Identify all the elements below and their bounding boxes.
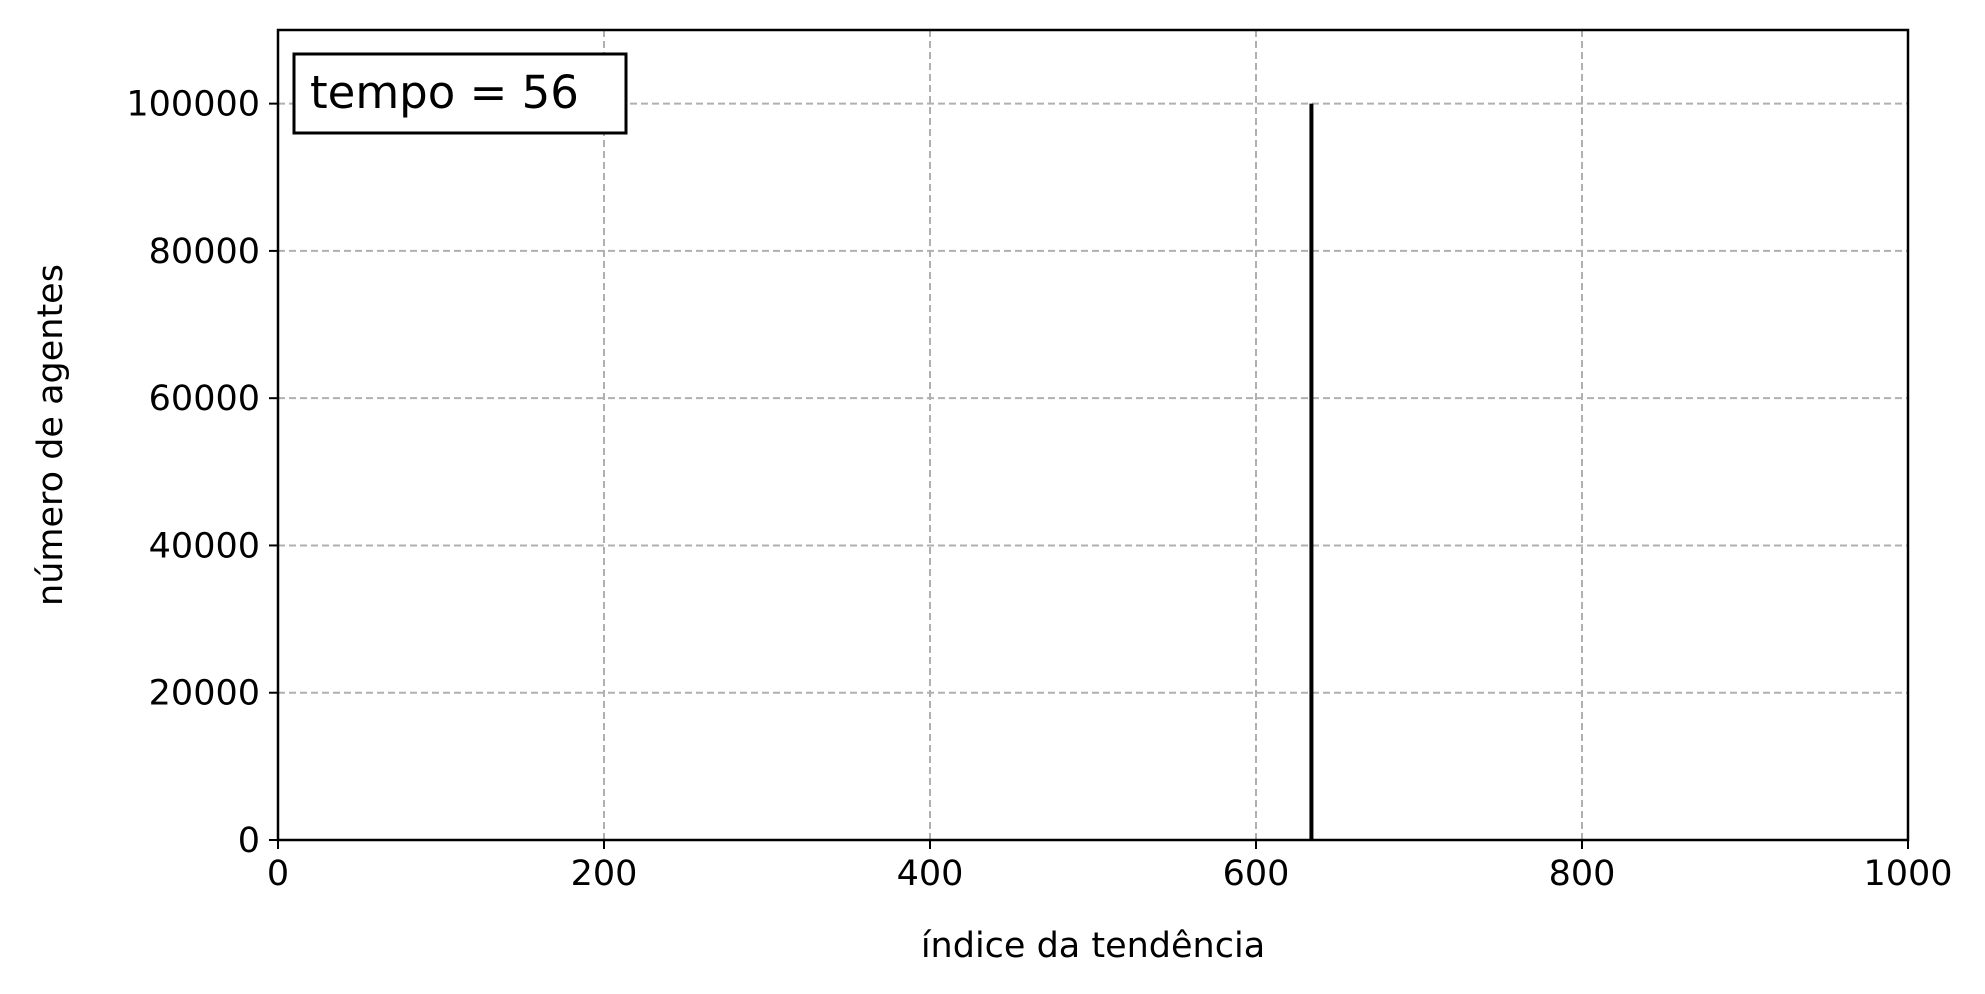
y-tick-label: 0 [238,821,260,861]
x-axis-ticks: 0 200 400 600 800 1000 [267,840,1953,894]
x-tick-label: 800 [1549,854,1616,894]
y-tick-label: 80000 [149,232,260,272]
plot-area-frame [276,28,1910,842]
y-tick-label: 20000 [149,674,260,714]
x-tick-label: 400 [897,854,964,894]
y-tick-label: 100000 [126,85,260,125]
y-axis-label: número de agentes [31,264,71,606]
annotation-text: tempo = 56 [310,66,579,119]
grid-lines [278,30,1908,840]
y-axis-ticks: 0 20000 40000 60000 80000 100000 [126,85,278,861]
bars-layer [1309,103,1314,841]
x-tick-label: 600 [1223,854,1290,894]
bar [1309,103,1314,841]
y-tick-label: 60000 [149,379,260,419]
annotation-frame [292,52,628,135]
x-tick-label: 200 [571,854,638,894]
annotation-box: tempo = 56 [292,52,628,135]
x-tick-label: 1000 [1863,854,1952,894]
x-axis-label: índice da tendência [921,926,1265,966]
x-tick-label: 0 [267,854,289,894]
y-tick-label: 40000 [149,526,260,566]
